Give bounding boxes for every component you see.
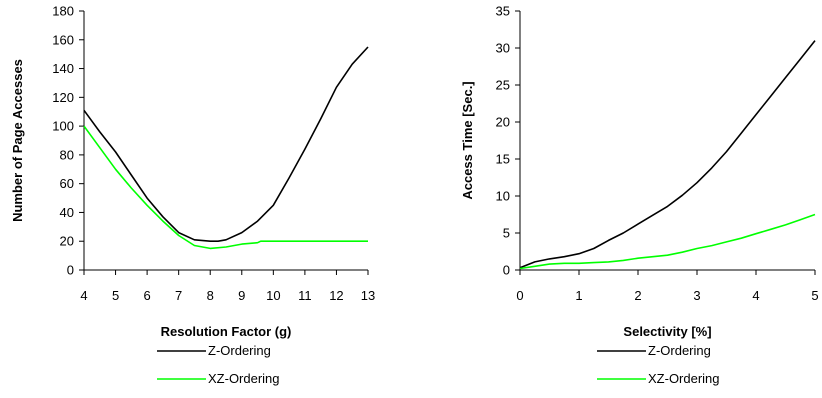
left-x-tick-label: 12: [329, 288, 343, 303]
left-y-tick-label: 60: [60, 176, 74, 191]
right-legend-label-z-ordering: Z-Ordering: [648, 343, 711, 358]
right-y-tick-label: 5: [503, 226, 510, 241]
right-x-tick-label: 5: [811, 288, 818, 303]
left-y-tick-label: 20: [60, 234, 74, 249]
left-series-z-ordering: [83, 46, 369, 242]
right-y-axis-title: Access Time [Sec.]: [460, 81, 475, 199]
right-y-tick-label: 35: [496, 4, 510, 19]
right-x-tick-label: 4: [752, 288, 759, 303]
right-series-z-ordering: [519, 40, 816, 269]
chart-access-time: 0 5 10 15 20 25 30 35 0 1 2 3 4 5 Selectivity [%] Acces…: [460, 4, 819, 387]
left-y-axis-title: Number of Page Accesses: [10, 59, 25, 222]
left-x-tick-label: 11: [298, 288, 312, 303]
right-y-tick-label: 10: [496, 189, 510, 204]
right-y-tick-label: 20: [496, 115, 510, 130]
right-y-tick-label: 0: [503, 263, 510, 278]
left-legend-label-z-ordering: Z-Ordering: [208, 343, 271, 358]
left-x-tick-label: 10: [266, 288, 280, 303]
left-x-tick-label: 6: [143, 288, 150, 303]
left-y-tick-label: 40: [60, 205, 74, 220]
right-x-axis-title: Selectivity [%]: [623, 324, 711, 339]
right-x-tick-label: 2: [634, 288, 641, 303]
left-series-xz-ordering: [83, 125, 368, 250]
left-x-tick-label: 4: [80, 288, 87, 303]
left-x-axis-title: Resolution Factor (g): [161, 324, 292, 339]
left-x-tick-label: 5: [112, 288, 119, 303]
right-series-xz-ordering: [519, 213, 816, 270]
left-y-tick-label: 160: [52, 32, 74, 47]
left-y-tick-label: 140: [52, 61, 74, 76]
left-y-tick-label: 0: [67, 263, 74, 278]
left-legend-label-xz-ordering: XZ-Ordering: [208, 371, 280, 386]
right-legend-label-xz-ordering: XZ-Ordering: [648, 371, 720, 386]
left-y-tick-label: 180: [52, 4, 74, 19]
left-x-tick-label: 8: [207, 288, 214, 303]
right-x-tick-label: 1: [575, 288, 582, 303]
right-x-tick-label: 0: [516, 288, 523, 303]
right-y-tick-label: 30: [496, 41, 510, 56]
left-x-tick-label: 7: [175, 288, 182, 303]
left-y-tick-label: 100: [52, 119, 74, 134]
left-y-tick-label: 120: [52, 90, 74, 105]
chart-page-accesses: 0 20 40 60 80 100 120 140 160 180 4 5 6 7 8 9 10 11 12 13 Re…: [10, 4, 375, 387]
right-y-tick-label: 25: [496, 78, 510, 93]
left-y-tick-label: 80: [60, 147, 74, 162]
right-y-tick-label: 15: [496, 152, 510, 167]
left-x-tick-label: 9: [238, 288, 245, 303]
left-x-tick-label: 13: [361, 288, 375, 303]
right-x-tick-label: 3: [693, 288, 700, 303]
